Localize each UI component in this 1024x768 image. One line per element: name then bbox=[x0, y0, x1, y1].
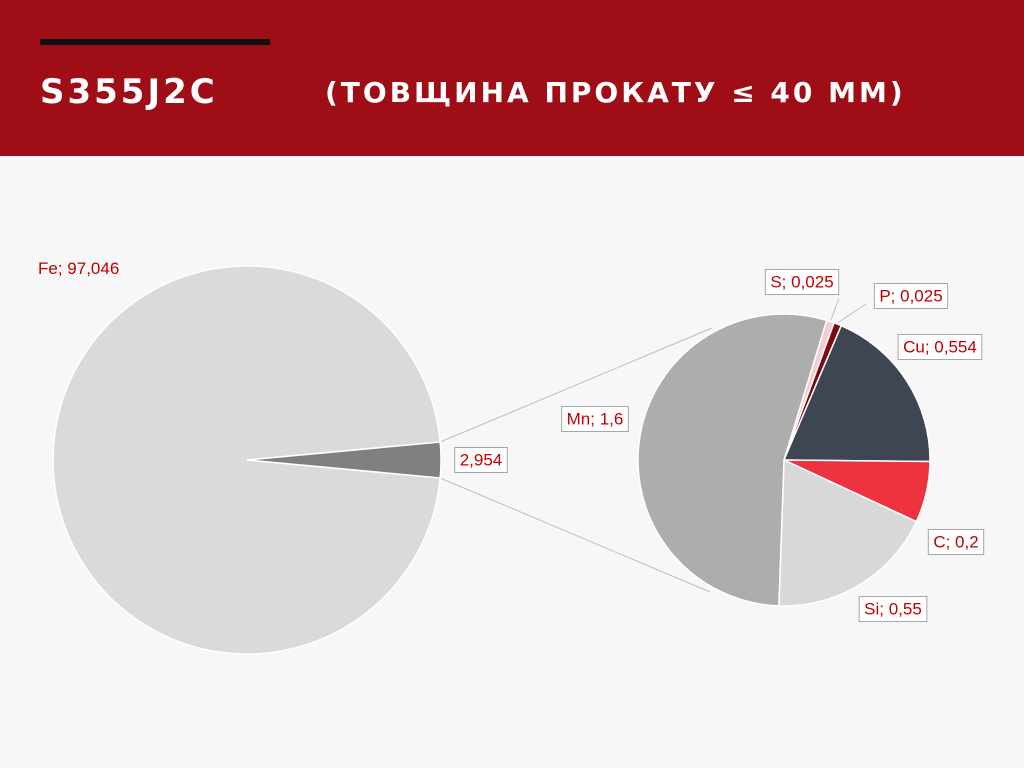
page-title: S355J2C bbox=[40, 72, 218, 112]
pie-slice-other bbox=[246, 441, 442, 479]
svg-text:C; 0,2: C; 0,2 bbox=[933, 533, 978, 552]
svg-text:P; 0,025: P; 0,025 bbox=[879, 287, 942, 306]
svg-text:Si; 0,55: Si; 0,55 bbox=[864, 600, 922, 619]
header-rule bbox=[40, 39, 270, 45]
pie-slice-si bbox=[778, 458, 918, 607]
leader-line-s bbox=[830, 297, 840, 320]
slice-label-mn: Mn; 1,6 bbox=[561, 406, 629, 432]
slice-label-cu: Cu; 0,554 bbox=[897, 334, 983, 360]
svg-text:S; 0,025: S; 0,025 bbox=[770, 273, 833, 292]
slice-label-c: C; 0,2 bbox=[927, 529, 985, 555]
pie-slice-cu bbox=[782, 324, 931, 463]
slice-label-fe: Fe; 97,046 bbox=[38, 259, 119, 278]
header-banner: S355J2C (ТОВЩИНА ПРОКАТУ ≤ 40 ММ) bbox=[0, 0, 1024, 156]
slice-label-p: P; 0,025 bbox=[873, 283, 949, 309]
page-subtitle: (ТОВЩИНА ПРОКАТУ ≤ 40 ММ) bbox=[325, 76, 906, 109]
connector-line-top bbox=[439, 327, 713, 443]
pie-slice-fe bbox=[52, 265, 441, 655]
slice-label-s: S; 0,025 bbox=[764, 269, 840, 295]
connector-line-bottom bbox=[439, 477, 711, 593]
svg-text:2,954: 2,954 bbox=[460, 451, 503, 470]
slice-label-si: Si; 0,55 bbox=[858, 596, 928, 622]
svg-text:Cu; 0,554: Cu; 0,554 bbox=[903, 338, 977, 357]
slice-label-other: 2,954 bbox=[454, 447, 508, 473]
leader-line-p bbox=[838, 303, 867, 323]
svg-text:Mn; 1,6: Mn; 1,6 bbox=[567, 410, 624, 429]
pie-slice-mn bbox=[637, 313, 828, 607]
